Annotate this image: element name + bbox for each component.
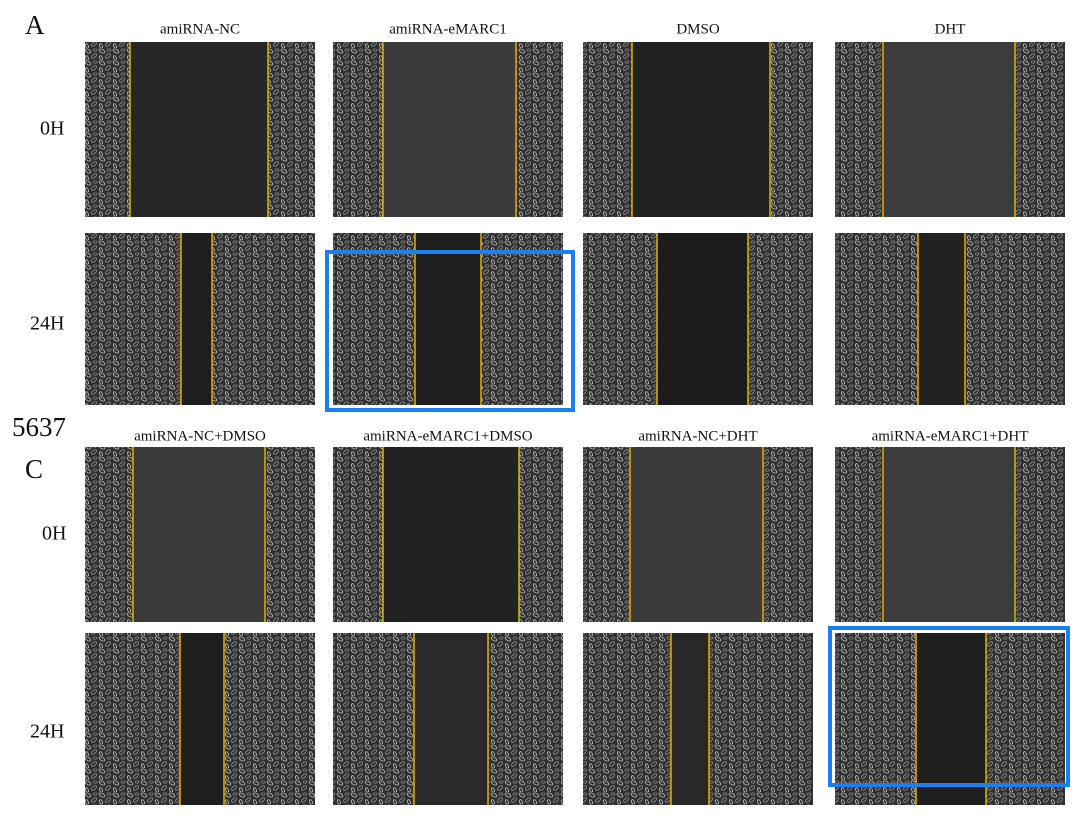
column-title: amiRNA-NC+DMSO (134, 428, 266, 444)
column-title: DMSO (676, 21, 720, 37)
scratch-gap (883, 447, 1015, 622)
scratch-gap (181, 233, 212, 405)
scratch-gap (671, 633, 709, 805)
scratch-gap (918, 233, 965, 405)
cell-line-label: 5637 (12, 412, 66, 442)
scratch-gap (180, 633, 224, 805)
scratch-gap (630, 447, 763, 622)
scratch-gap (414, 633, 488, 805)
scratch-gap (883, 42, 1015, 217)
scratch-gap (632, 42, 770, 217)
column-title: amiRNA-NC+DHT (638, 428, 757, 444)
scratch-gap (657, 233, 748, 405)
panel-letter: A (25, 10, 45, 40)
column-title: DHT (935, 21, 966, 37)
scratch-gap (383, 447, 519, 622)
column-title: amiRNA-eMARC1 (389, 21, 507, 37)
row-label: 0H (40, 118, 64, 140)
column-title: amiRNA-eMARC1+DHT (872, 428, 1029, 444)
column-title: amiRNA-eMARC1+DMSO (363, 428, 532, 444)
panel-letter: C (25, 454, 43, 484)
scratch-gap (133, 447, 265, 622)
row-label: 24H (30, 721, 64, 743)
row-label: 24H (30, 313, 64, 335)
column-title: amiRNA-NC (160, 21, 240, 37)
scratch-gap (916, 633, 986, 805)
row-label: 0H (42, 523, 66, 545)
scratch-gap (383, 42, 516, 217)
highlight-box (828, 626, 1070, 787)
scratch-gap (130, 42, 268, 217)
highlight-box (325, 250, 575, 412)
scratch-gap (415, 233, 481, 405)
